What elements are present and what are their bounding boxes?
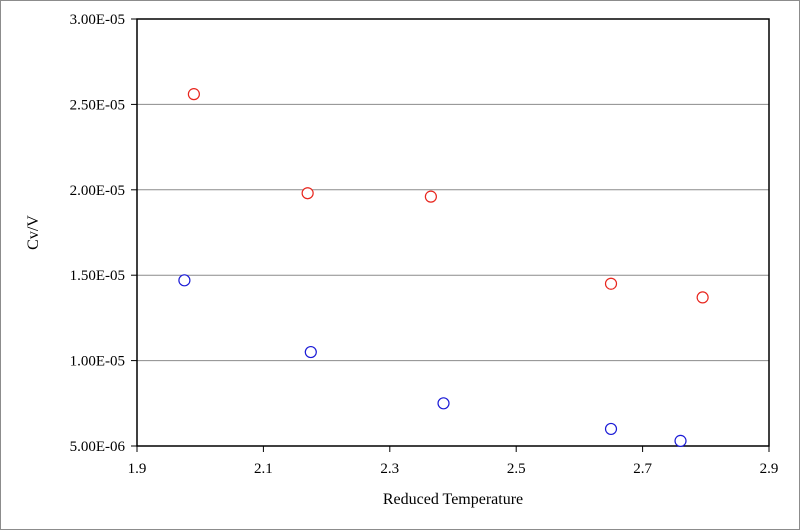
- y-tick-label: 2.00E-05: [70, 183, 125, 199]
- data-point-series-1: [696, 291, 709, 304]
- data-point-series-2: [304, 345, 317, 359]
- data-point-series-2: [674, 434, 687, 447]
- y-tick-label: 1.00E-05: [70, 354, 125, 370]
- x-tick-label: 2.7: [633, 461, 652, 477]
- x-axis-title: Reduced Temperature: [383, 491, 523, 508]
- y-tick-label: 5.00E-06: [70, 439, 126, 455]
- data-point-series-1: [424, 190, 437, 203]
- y-axis-tick-labels: 5.00E-06 1.00E-05 1.50E-05 2.00E-05 2.50E-05…: [70, 12, 126, 455]
- data-point-series-1: [604, 277, 618, 290]
- data-points: [178, 88, 709, 447]
- x-tick-label: 1.9: [128, 461, 147, 477]
- axis-ticks: [131, 18, 770, 452]
- y-tick-label: 3.00E-05: [70, 12, 125, 28]
- data-point-series-1: [187, 88, 200, 101]
- data-point-series-2: [437, 397, 450, 410]
- data-point-series-2: [604, 422, 618, 436]
- y-tick-label: 1.50E-05: [70, 268, 125, 284]
- x-tick-label: 2.1: [254, 461, 273, 477]
- x-tick-label: 2.5: [507, 461, 526, 477]
- data-point-series-1: [301, 187, 314, 200]
- x-tick-label: 2.3: [380, 461, 399, 477]
- gridlines: [137, 103, 769, 362]
- data-point-series-2: [178, 274, 191, 287]
- x-tick-label: 2.9: [760, 461, 779, 477]
- y-tick-label: 2.50E-05: [70, 97, 125, 113]
- plot-area: [136, 18, 770, 447]
- x-axis-tick-labels: 1.9 2.1 2.3 2.5 2.7 2.9: [128, 461, 779, 477]
- y-axis-title: Cv/V: [25, 215, 42, 250]
